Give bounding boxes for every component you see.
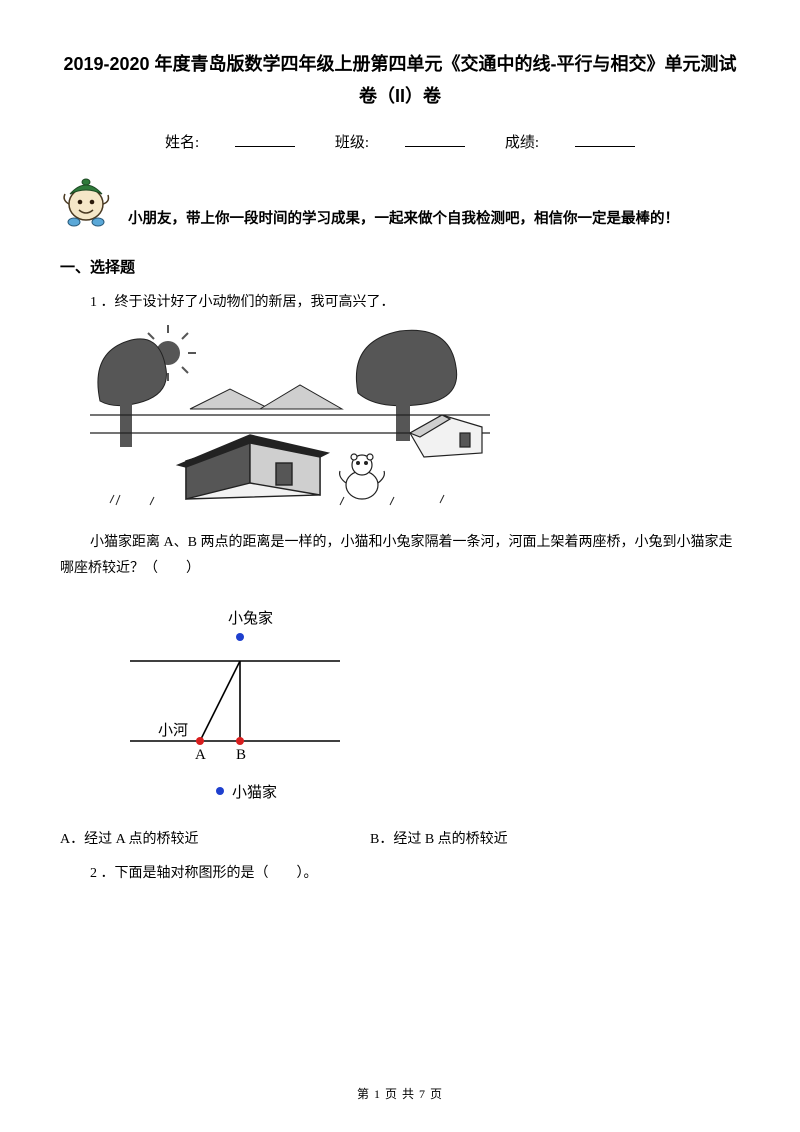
q1-number: 1 ． xyxy=(90,295,115,310)
encouragement-text: 小朋友，带上你一段时间的学习成果，一起来做个自我检测吧，相信你一定是最棒的！ xyxy=(128,207,679,232)
q1-stem: 1 ．终于设计好了小动物们的新居，我可高兴了． xyxy=(90,291,740,315)
q1-body: 小猫家距离 A、B 两点的距离是一样的，小猫和小兔家隔着一条河，河面上架着两座桥… xyxy=(60,530,740,583)
class-blank[interactable] xyxy=(405,133,465,147)
section-1-heading: 一、选择题 xyxy=(60,256,740,277)
title-line-2: 卷（II）卷 xyxy=(60,80,740,112)
q2-stem: 2 ．下面是轴对称图形的是（ ）。 xyxy=(90,862,740,886)
score-label: 成绩: xyxy=(505,135,539,151)
svg-text:小兔家: 小兔家 xyxy=(228,610,273,627)
bridge-diagram-wrap: 小兔家小河 A B 小猫家 xyxy=(120,601,740,816)
bridge-diagram: 小兔家小河 A B 小猫家 xyxy=(120,601,350,811)
q1-stem-text: 终于设计好了小动物们的新居，我可高兴了． xyxy=(115,295,395,310)
q1-body-text: 小猫家距离 A、B 两点的距离是一样的，小猫和小兔家隔着一条河，河面上架着两座桥… xyxy=(60,535,732,577)
class-label: 班级: xyxy=(335,135,369,151)
info-row: 姓名: 班级: 成绩: xyxy=(60,131,740,152)
q2-number: 2 ． xyxy=(90,866,115,881)
name-label: 姓名: xyxy=(165,135,199,151)
q2-stem-text: 下面是轴对称图形的是（ ）。 xyxy=(115,866,318,881)
score-blank[interactable] xyxy=(575,133,635,147)
title-line-1: 2019-2020 年度青岛版数学四年级上册第四单元《交通中的线-平行与相交》单… xyxy=(60,48,740,80)
svg-text:小河: 小河 xyxy=(158,722,188,739)
mascot-row: 小朋友，带上你一段时间的学习成果，一起来做个自我检测吧，相信你一定是最棒的！ xyxy=(60,172,740,232)
name-blank[interactable] xyxy=(235,133,295,147)
mascot-icon xyxy=(60,172,116,232)
page-footer: 第 1 页 共 7 页 xyxy=(0,1085,800,1102)
q1-options: A．经过 A 点的桥较近 B．经过 B 点的桥较近 xyxy=(60,828,740,848)
scene-illustration xyxy=(90,323,490,511)
svg-text:小猫家: 小猫家 xyxy=(232,784,277,801)
q1-option-a: A．经过 A 点的桥较近 xyxy=(60,828,370,848)
svg-text:B: B xyxy=(236,747,246,763)
q1-option-b: B．经过 B 点的桥较近 xyxy=(370,828,508,848)
svg-text:A: A xyxy=(195,747,206,763)
